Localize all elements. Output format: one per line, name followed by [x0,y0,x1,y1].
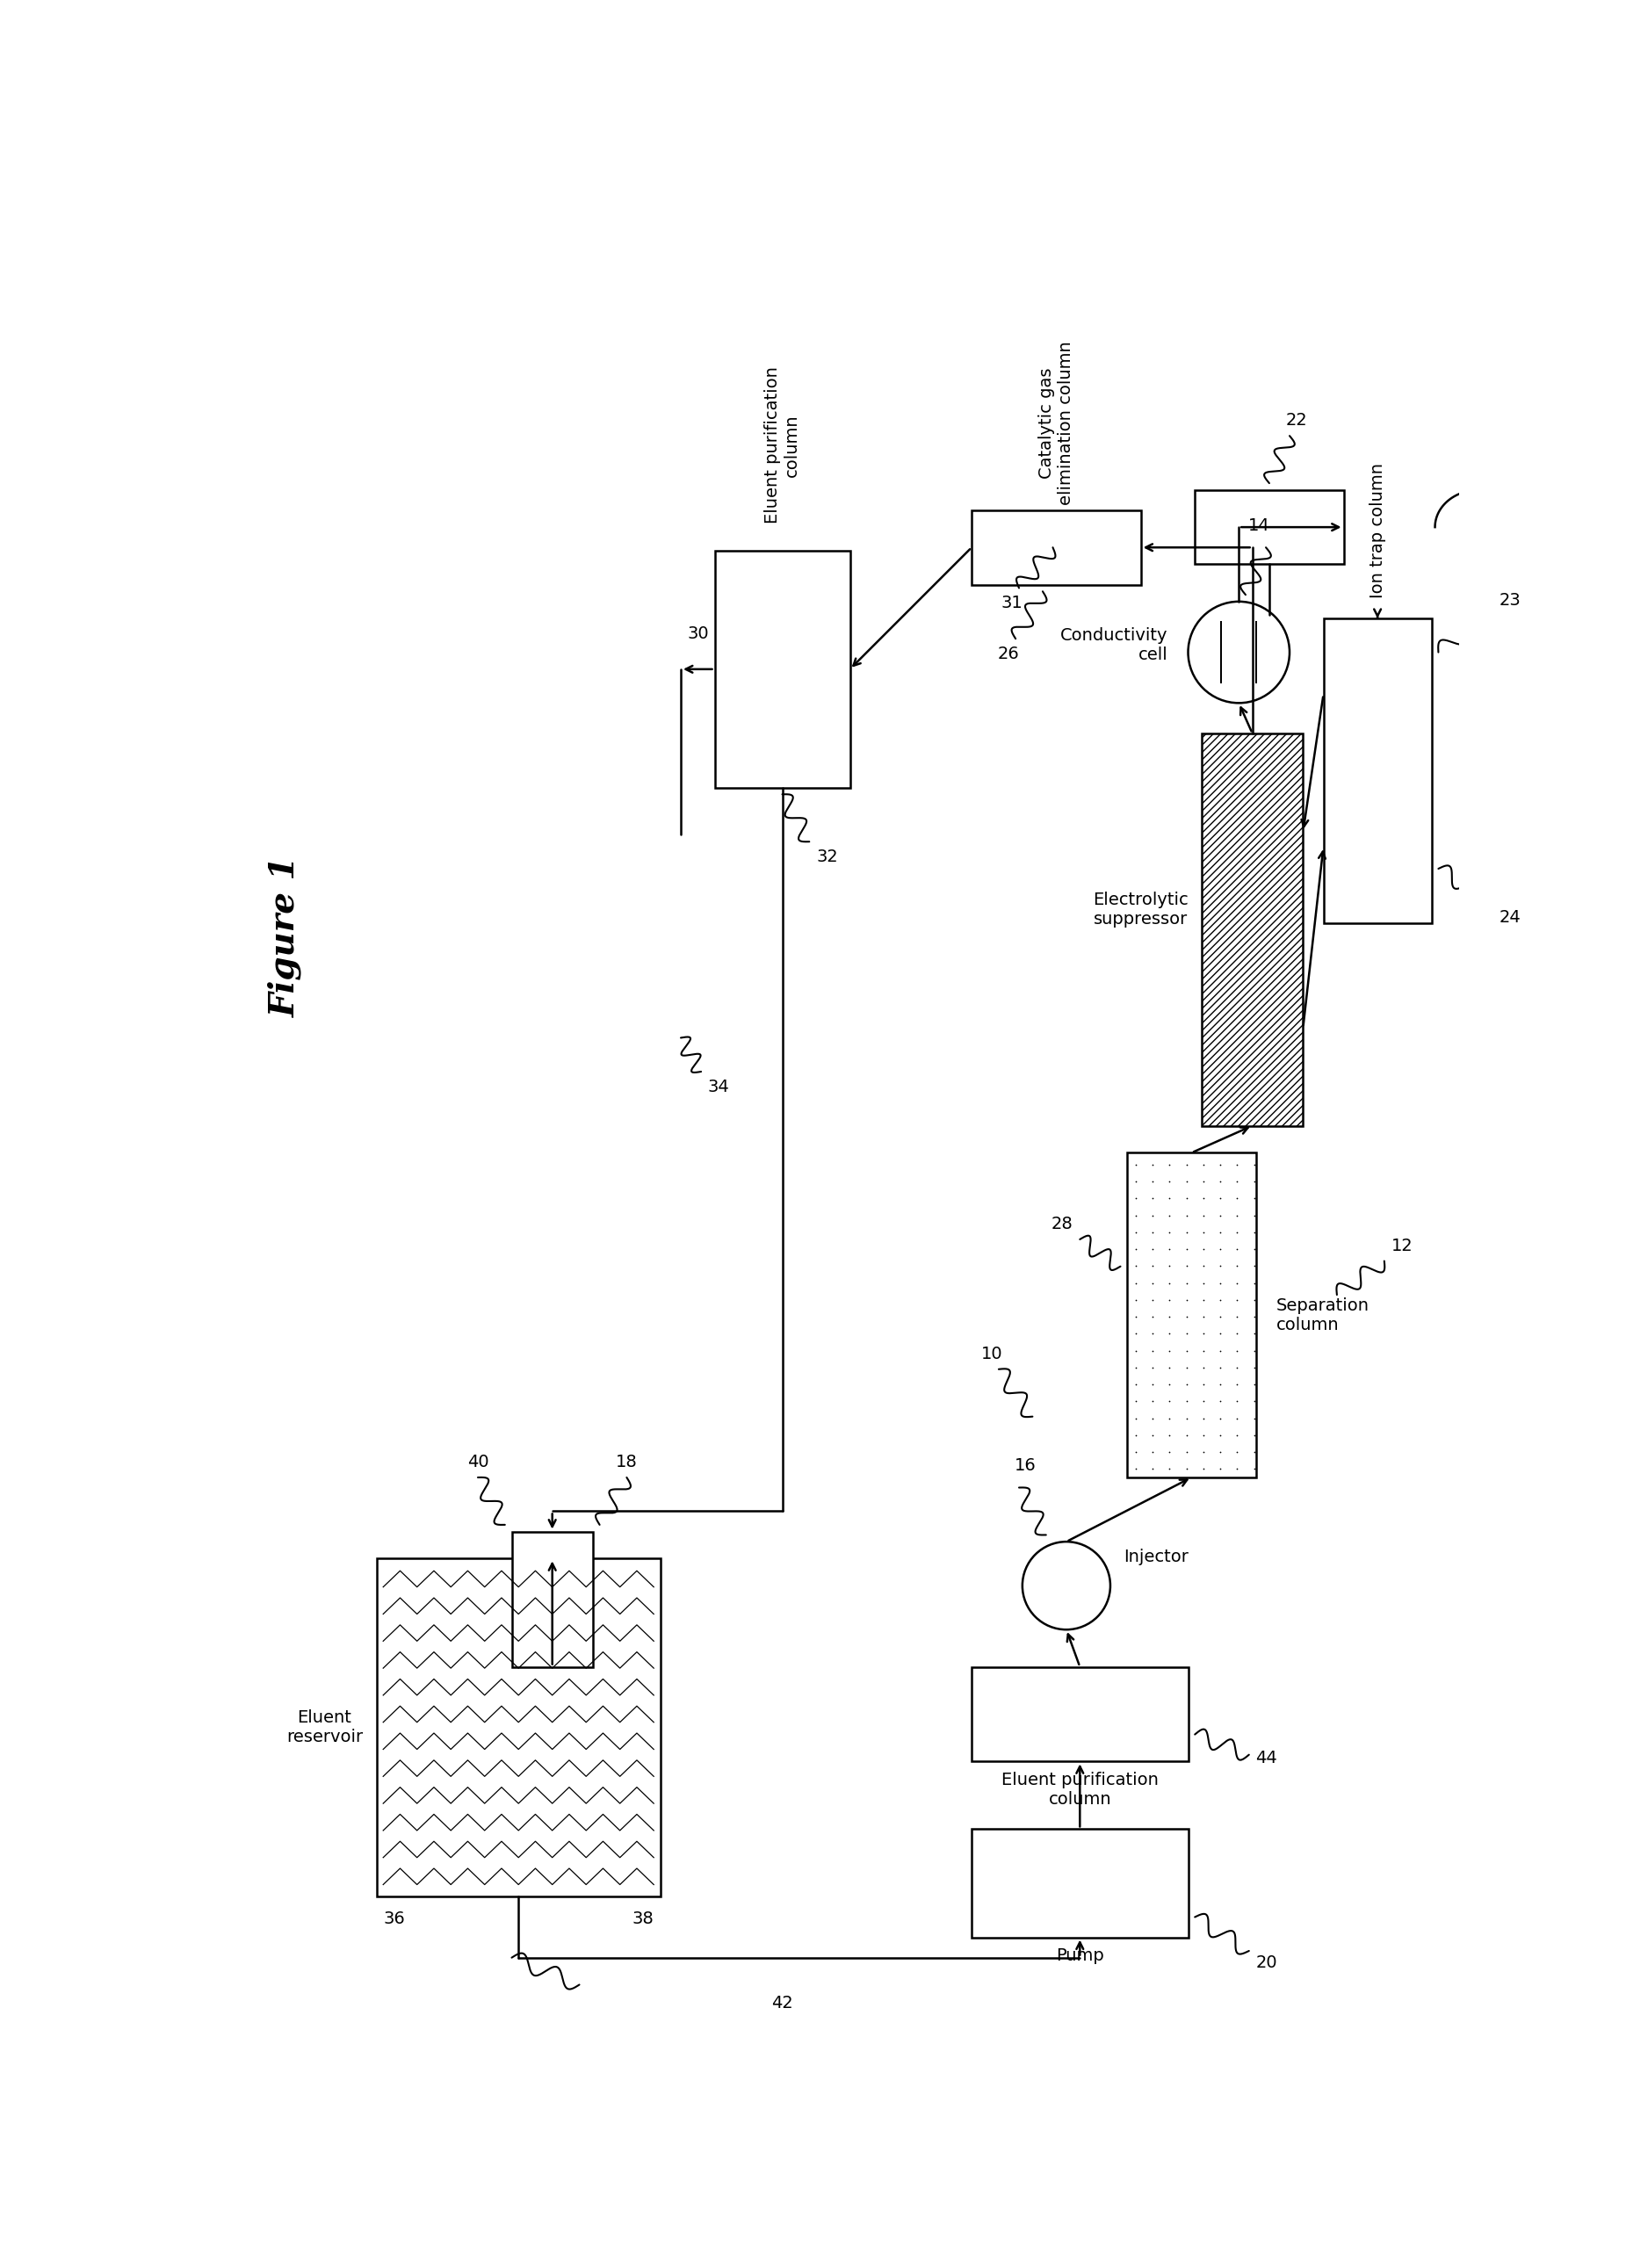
Text: 34: 34 [707,1077,730,1095]
Text: 44: 44 [1255,1751,1278,1767]
Text: Pump: Pump [1055,1948,1104,1964]
Text: 24: 24 [1499,909,1520,925]
Bar [1195,490,1343,565]
Text: 23: 23 [1499,592,1520,608]
Text: 32: 32 [816,848,837,864]
Text: Figure 1: Figure 1 [268,855,302,1016]
Text: 31: 31 [1002,594,1023,612]
Text: 30: 30 [688,626,709,642]
Text: Ion trap column: Ion trap column [1369,463,1385,599]
Text: 26: 26 [998,646,1020,662]
Bar [512,1531,593,1667]
Text: 18: 18 [616,1454,637,1470]
Text: Catalytic gas
elimination column: Catalytic gas elimination column [1037,340,1075,506]
Text: Eluent purification
column: Eluent purification column [764,367,800,524]
Text: 22: 22 [1286,413,1307,429]
Text: 10: 10 [980,1345,1003,1363]
Text: Separation
column: Separation column [1276,1297,1369,1334]
Bar [376,1558,660,1896]
Bar [972,510,1141,585]
Circle shape [1189,601,1289,703]
Text: 40: 40 [467,1454,489,1470]
Bar [972,1828,1189,1937]
Text: 28: 28 [1052,1216,1073,1232]
Text: 42: 42 [771,1996,793,2012]
Text: 36: 36 [384,1910,405,1928]
Text: 14: 14 [1249,517,1270,533]
Bar [972,1667,1189,1762]
Text: 20: 20 [1255,1955,1278,1971]
Text: Eluent
reservoir: Eluent reservoir [286,1710,363,1746]
Text: Conductivity
cell: Conductivity cell [1060,628,1167,665]
Bar [1127,1152,1255,1476]
Text: 38: 38 [633,1910,654,1928]
Bar [714,551,850,787]
Bar [1324,619,1431,923]
Circle shape [1023,1542,1111,1631]
Text: Electrolytic
suppressor: Electrolytic suppressor [1093,891,1189,928]
Text: Eluent purification
column: Eluent purification column [1002,1771,1158,1808]
Text: 12: 12 [1390,1238,1413,1254]
Text: Injector: Injector [1124,1549,1189,1565]
Bar [1202,733,1302,1125]
Text: 16: 16 [1015,1458,1037,1474]
